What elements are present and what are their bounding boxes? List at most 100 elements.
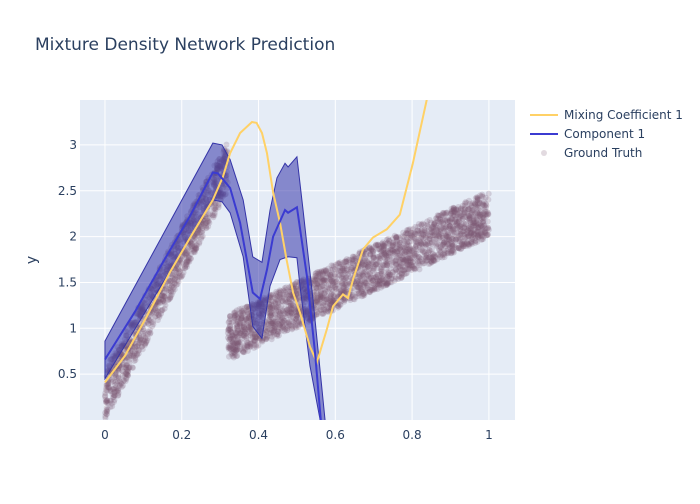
ground-truth-point — [341, 298, 348, 305]
ground-truth-point — [274, 316, 281, 323]
ground-truth-point — [137, 337, 144, 344]
ground-truth-point — [104, 384, 111, 391]
ground-truth-point — [182, 259, 189, 266]
ground-truth-point — [183, 251, 190, 258]
ground-truth-point — [173, 264, 180, 271]
ground-truth-point — [191, 247, 198, 254]
ground-truth-point — [112, 371, 119, 378]
ground-truth-point — [293, 312, 300, 319]
ground-truth-point — [166, 295, 173, 302]
ground-truth-point — [329, 266, 336, 273]
ground-truth-point — [316, 291, 323, 298]
ground-truth-point — [142, 335, 149, 342]
ground-truth-point — [400, 258, 407, 265]
ground-truth-point — [314, 282, 321, 289]
ground-truth-point — [455, 204, 462, 211]
legend-item-component[interactable]: Component 1 — [530, 127, 645, 141]
ground-truth-point — [398, 273, 405, 280]
ground-truth-point — [283, 323, 290, 330]
ground-truth-point — [360, 270, 367, 277]
ground-truth-point — [376, 277, 383, 284]
ground-truth-point — [172, 267, 179, 274]
ground-truth-point — [359, 271, 366, 278]
ground-truth-point — [467, 205, 474, 212]
ground-truth-point — [465, 206, 472, 213]
ground-truth-point — [450, 212, 457, 219]
ground-truth-point — [269, 304, 276, 311]
ground-truth-point — [408, 230, 415, 237]
ground-truth-point — [293, 287, 300, 294]
ground-truth-point — [464, 227, 471, 234]
ground-truth-point — [187, 255, 194, 262]
ground-truth-point — [470, 220, 477, 227]
ground-truth-point — [374, 265, 381, 272]
legend-item-mixing[interactable]: Mixing Coefficient 1 — [530, 108, 683, 122]
ground-truth-point — [276, 312, 283, 319]
ground-truth-point — [104, 399, 111, 406]
ground-truth-point — [365, 261, 372, 268]
ground-truth-point — [123, 367, 130, 374]
ground-truth-point — [362, 255, 369, 262]
ground-truth-point — [474, 232, 481, 239]
ground-truth-point — [323, 296, 330, 303]
ground-truth-point — [163, 287, 170, 294]
ground-truth-point — [147, 317, 154, 324]
ground-truth-point — [401, 244, 408, 251]
ground-truth-point — [429, 227, 436, 234]
ground-truth-point — [465, 225, 472, 232]
ground-truth-point — [336, 301, 343, 308]
ground-truth-point — [335, 267, 342, 274]
ground-truth-point — [428, 225, 435, 232]
legend-item-ground-truth[interactable]: Ground Truth — [541, 146, 642, 160]
ground-truth-point — [430, 225, 437, 232]
ground-truth-point — [116, 381, 123, 388]
ground-truth-point — [173, 270, 180, 277]
ground-truth-point — [345, 270, 352, 277]
ground-truth-point — [439, 218, 446, 225]
ground-truth-point — [355, 284, 362, 291]
ground-truth-point — [103, 381, 110, 388]
ground-truth-point — [108, 400, 115, 407]
ground-truth-point — [141, 327, 148, 334]
ground-truth-point — [276, 322, 283, 329]
ground-truth-point — [136, 334, 143, 341]
ground-truth-point — [286, 295, 293, 302]
ground-truth-point — [469, 229, 476, 236]
ground-truth-point — [103, 410, 110, 417]
ground-truth-point — [329, 278, 336, 285]
ground-truth-point — [472, 222, 479, 229]
ground-truth-point — [415, 259, 422, 266]
ground-truth-point — [364, 263, 371, 270]
ground-truth-point — [119, 372, 126, 379]
ground-truth-point — [465, 233, 472, 240]
ground-truth-point — [455, 206, 462, 213]
ground-truth-point — [402, 248, 409, 255]
ground-truth-point — [187, 255, 194, 262]
ground-truth-point — [347, 266, 354, 273]
ground-truth-point — [369, 287, 376, 294]
ground-truth-point — [394, 243, 401, 250]
ground-truth-point — [383, 253, 390, 260]
ground-truth-point — [225, 344, 232, 351]
ground-truth-point — [135, 350, 142, 357]
ground-truth-point — [439, 251, 446, 258]
ground-truth-point — [441, 239, 448, 246]
ground-truth-point — [194, 229, 201, 236]
ground-truth-point — [184, 256, 191, 263]
ground-truth-point — [189, 243, 196, 250]
ground-truth-point — [237, 312, 244, 319]
ground-truth-point — [142, 342, 149, 349]
ground-truth-point — [215, 200, 222, 207]
ground-truth-point — [474, 228, 481, 235]
ground-truth-point — [123, 371, 130, 378]
ground-truth-point — [273, 331, 280, 338]
ground-truth-point — [389, 259, 396, 266]
ground-truth-point — [451, 209, 458, 216]
ground-truth-point — [405, 261, 412, 268]
ground-truth-point — [234, 311, 241, 318]
ground-truth-point — [474, 216, 481, 223]
ground-truth-point — [338, 280, 345, 287]
ground-truth-point — [313, 275, 320, 282]
ground-truth-point — [314, 294, 321, 301]
ground-truth-point — [231, 339, 238, 346]
